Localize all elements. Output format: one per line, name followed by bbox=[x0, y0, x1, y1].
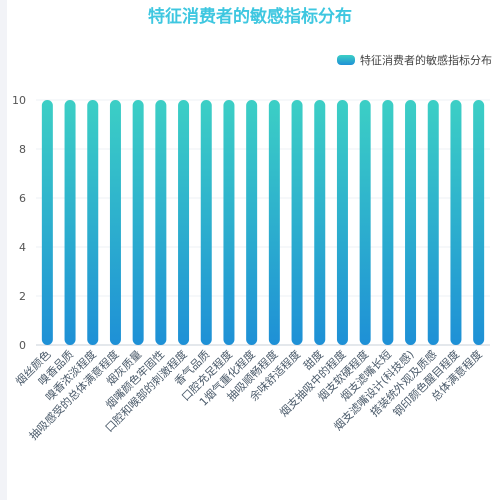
bar[interactable] bbox=[382, 100, 394, 345]
bar[interactable] bbox=[314, 100, 326, 345]
bar[interactable] bbox=[473, 100, 485, 345]
bar[interactable] bbox=[268, 100, 280, 345]
bar[interactable] bbox=[178, 100, 190, 345]
bar[interactable] bbox=[41, 100, 53, 345]
bar[interactable] bbox=[336, 100, 348, 345]
bar[interactable] bbox=[132, 100, 144, 345]
y-tick-label: 10 bbox=[12, 94, 26, 107]
bar[interactable] bbox=[64, 100, 76, 345]
chart-title: 特征消费者的敏感指标分布 bbox=[148, 7, 352, 27]
y-tick-label: 2 bbox=[19, 290, 26, 303]
legend[interactable]: 特征消费者的敏感指标分布 bbox=[337, 52, 492, 68]
legend-label: 特征消费者的敏感指标分布 bbox=[360, 54, 492, 67]
y-tick-label: 0 bbox=[19, 339, 26, 352]
bar[interactable] bbox=[200, 100, 212, 345]
y-tick-label: 4 bbox=[19, 241, 26, 254]
bar[interactable] bbox=[109, 100, 121, 345]
bar[interactable] bbox=[291, 100, 303, 345]
bar[interactable] bbox=[246, 100, 258, 345]
page-left-strip bbox=[0, 0, 7, 500]
bar[interactable] bbox=[427, 100, 439, 345]
y-tick-label: 6 bbox=[19, 192, 26, 205]
y-tick-label: 8 bbox=[19, 143, 26, 156]
bar[interactable] bbox=[155, 100, 167, 345]
legend-swatch bbox=[337, 55, 355, 65]
bar[interactable] bbox=[87, 100, 99, 345]
bar[interactable] bbox=[223, 100, 235, 345]
bar[interactable] bbox=[405, 100, 417, 345]
bar[interactable] bbox=[450, 100, 462, 345]
bar[interactable] bbox=[359, 100, 371, 345]
